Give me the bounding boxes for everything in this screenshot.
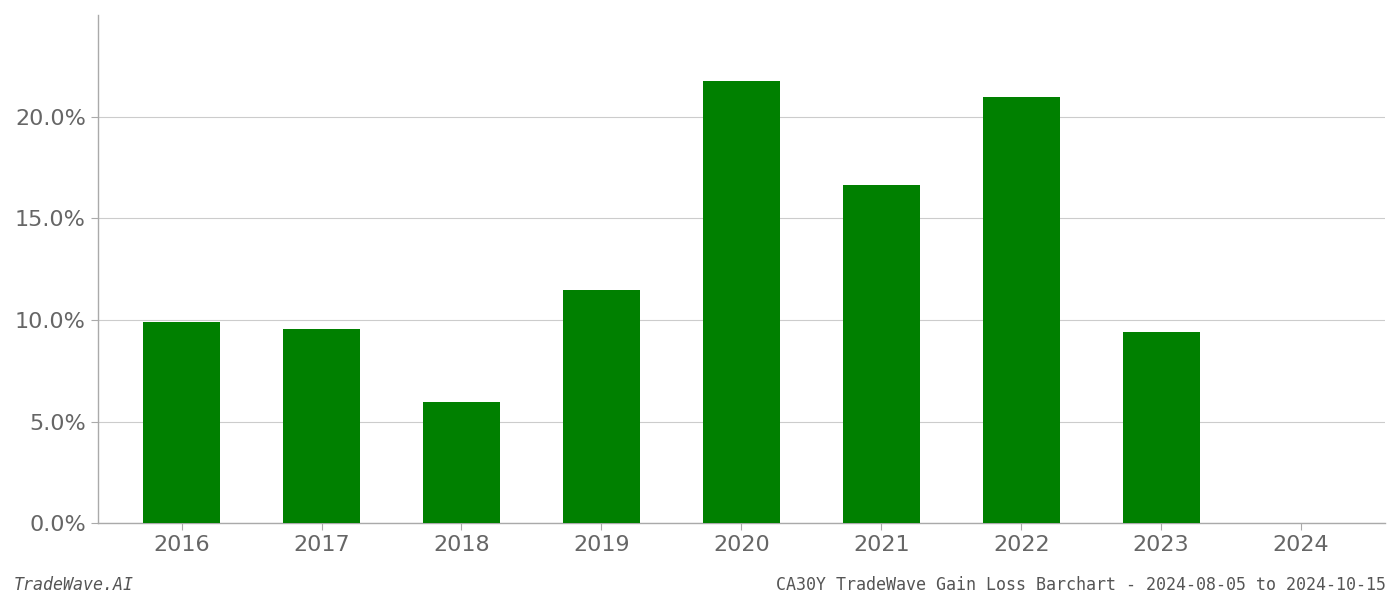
Bar	[283, 329, 360, 523]
Bar	[563, 290, 640, 523]
Bar	[843, 185, 920, 523]
Bar	[143, 322, 220, 523]
Bar	[1123, 332, 1200, 523]
Bar	[423, 402, 500, 523]
Text: CA30Y TradeWave Gain Loss Barchart - 2024-08-05 to 2024-10-15: CA30Y TradeWave Gain Loss Barchart - 202…	[776, 576, 1386, 594]
Bar	[703, 81, 780, 523]
Text: TradeWave.AI: TradeWave.AI	[14, 576, 134, 594]
Bar	[983, 97, 1060, 523]
